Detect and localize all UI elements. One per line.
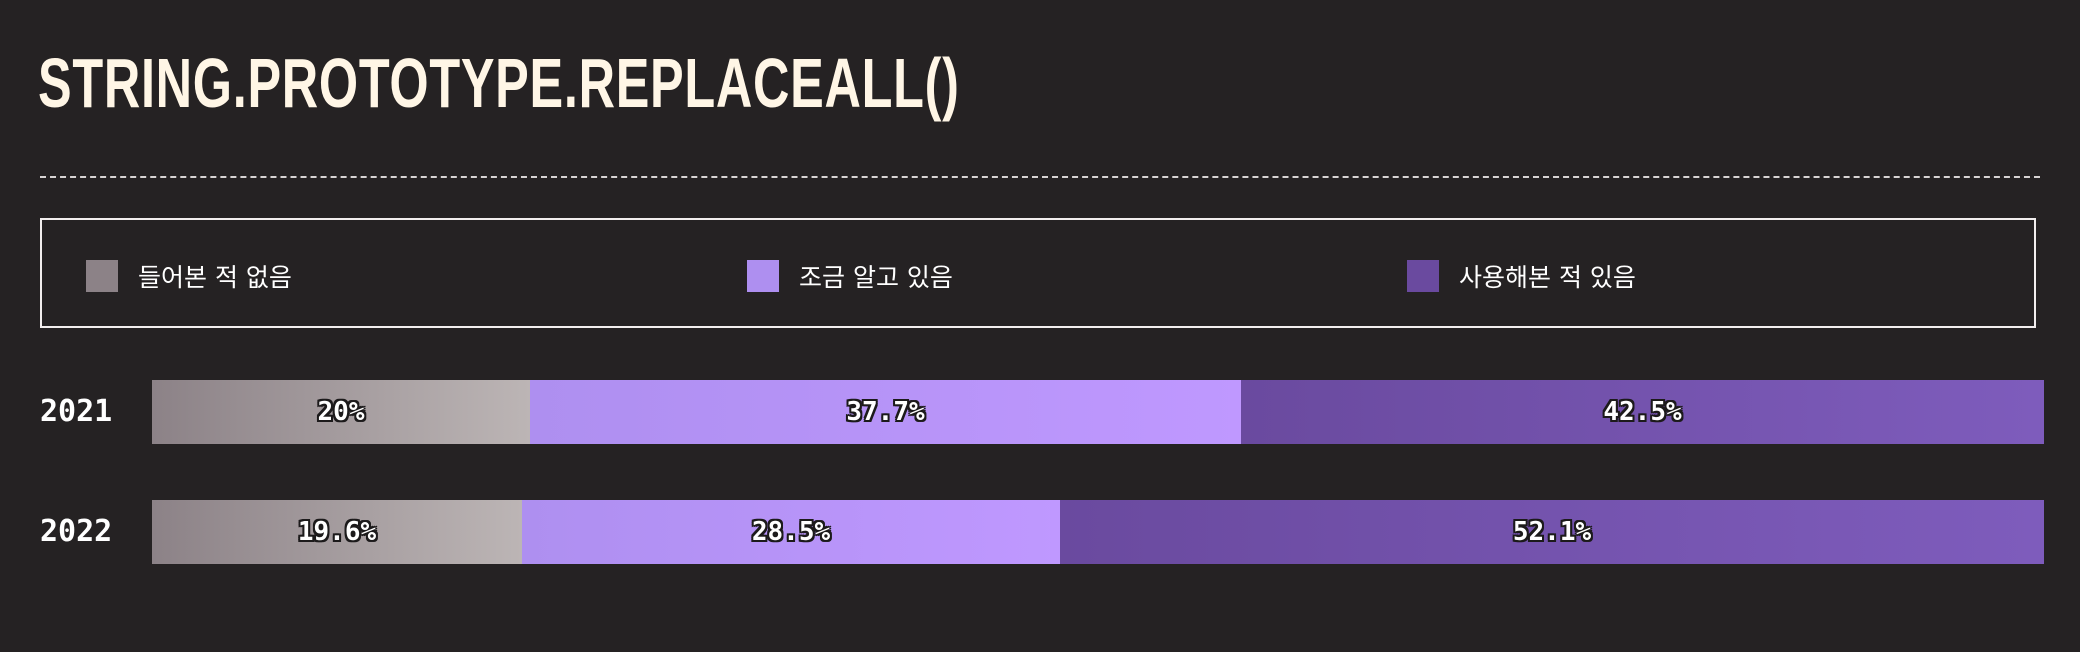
data-label-2022-2: 52.1% xyxy=(1512,517,1592,547)
legend-label-never-heard: 들어본 적 없음 xyxy=(138,263,292,292)
row-label-2021: 2021 xyxy=(40,394,113,429)
row-label-2022: 2022 xyxy=(40,514,113,549)
bar-segment-2022-1: 28.5% xyxy=(522,500,1060,564)
data-label-2022-0: 19.6% xyxy=(297,517,377,547)
data-label-2022-1: 28.5% xyxy=(751,517,831,547)
bar-segment-2021-2: 42.5% xyxy=(1241,380,2044,444)
bar-2022: 19.6% 28.5% 52.1% xyxy=(152,500,2044,564)
bar-2021: 20% 37.7% 42.5% xyxy=(152,380,2044,444)
bar-segment-2022-0: 19.6% xyxy=(152,500,522,564)
data-label-2021-1: 37.7% xyxy=(846,397,925,427)
legend-label-know-a-little: 조금 알고 있음 xyxy=(799,263,953,292)
legend-item-never-heard: 들어본 적 없음 xyxy=(86,260,292,292)
legend-swatch-have-used xyxy=(1407,260,1439,292)
chart-title: STRING.PROTOTYPE.REPLACEALL() xyxy=(38,44,960,122)
data-label-2021-2: 42.5% xyxy=(1603,397,1682,427)
legend-item-know-a-little: 조금 알고 있음 xyxy=(747,260,953,292)
legend-item-have-used: 사용해본 적 있음 xyxy=(1407,260,1636,292)
legend: 들어본 적 없음 조금 알고 있음 사용해본 적 있음 xyxy=(40,218,2036,328)
data-label-2021-0: 20% xyxy=(317,397,365,427)
legend-label-have-used: 사용해본 적 있음 xyxy=(1459,263,1636,292)
legend-swatch-never-heard xyxy=(86,260,118,292)
bar-segment-2022-2: 52.1% xyxy=(1060,500,2044,564)
legend-swatch-know-a-little xyxy=(747,260,779,292)
bar-segment-2021-1: 37.7% xyxy=(530,380,1241,444)
title-divider xyxy=(40,176,2040,178)
bar-segment-2021-0: 20% xyxy=(152,380,530,444)
